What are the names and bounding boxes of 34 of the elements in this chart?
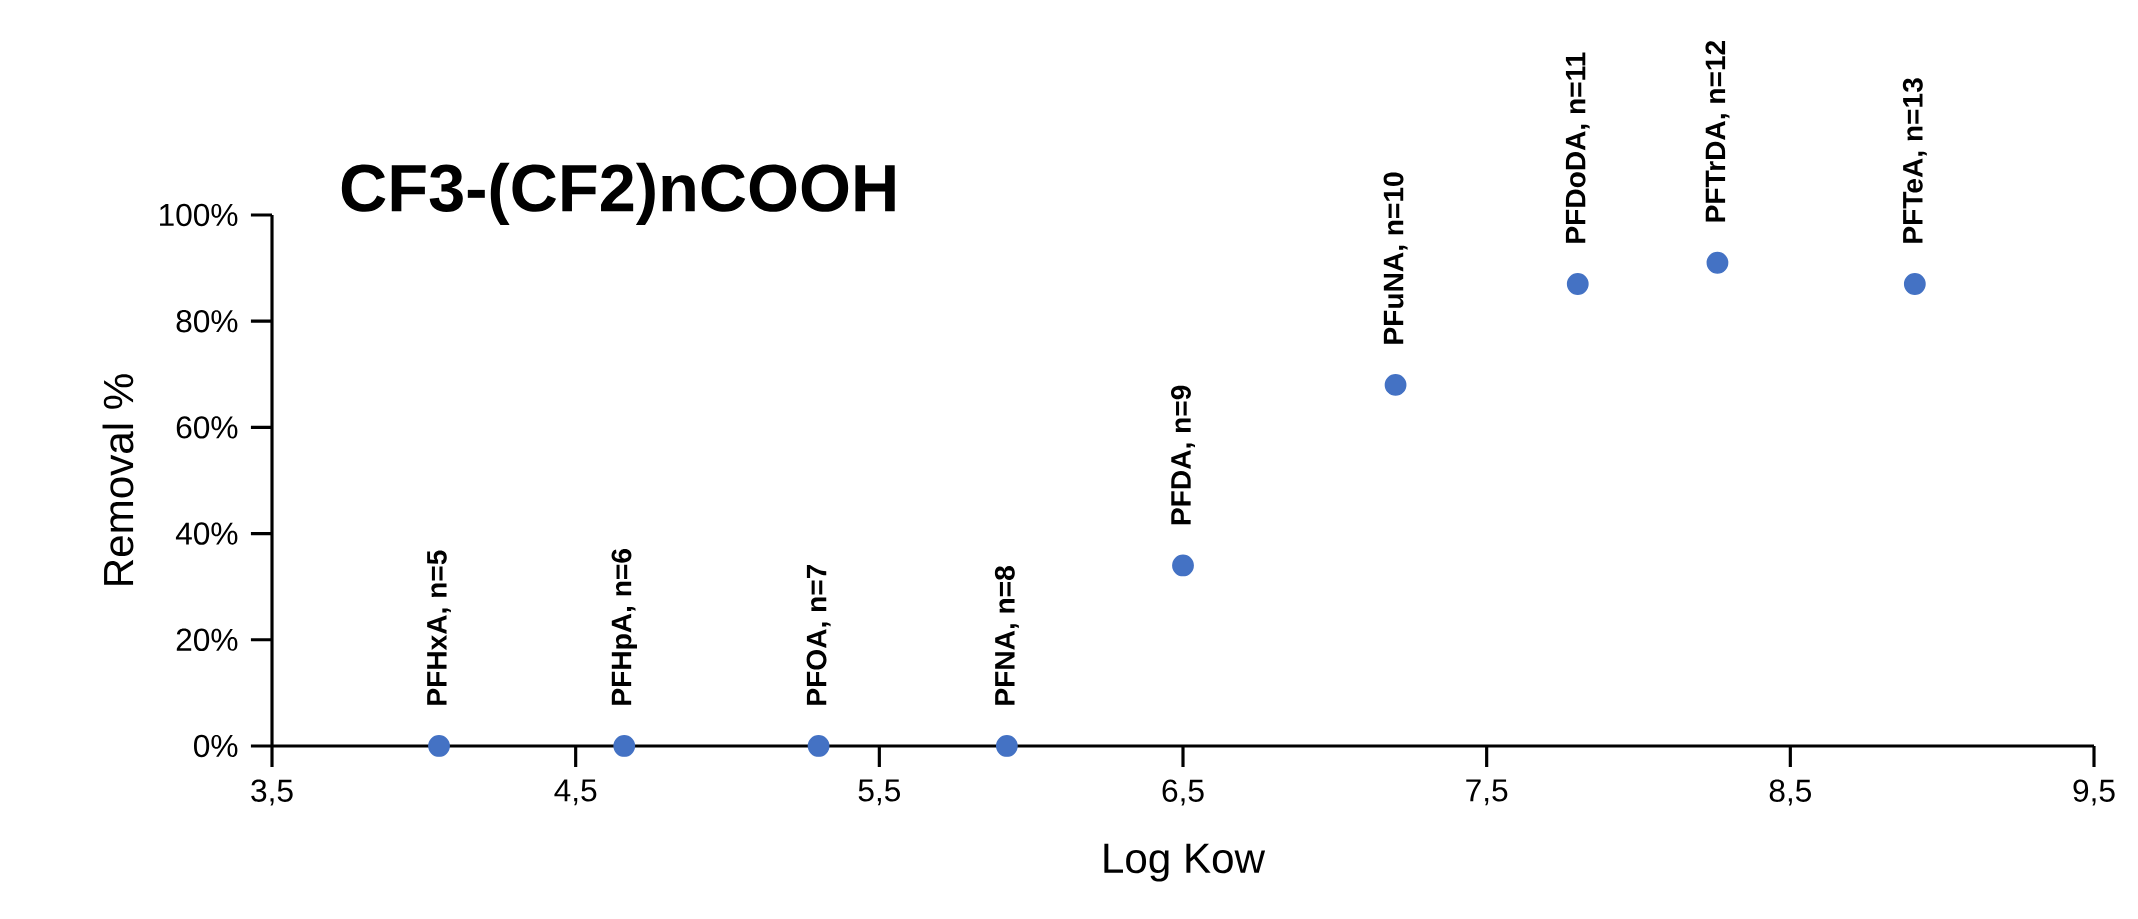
annotation: PFHxA, n=5 [427,550,451,705]
y-tick-label: 0% [194,734,238,758]
annotation: PFOA, n=7 [806,564,831,705]
y-tick-label: 100% [160,203,238,227]
annotation: PFuNA, n=10 [1383,172,1408,344]
point [1566,273,1589,295]
x-tick-label: 8,5 [1769,779,1811,806]
annotation: PFNA, n=8 [994,566,1019,705]
y-tick-label: 40% [175,522,238,545]
point [428,735,450,757]
x-tick-label: 7,5 [1466,779,1508,806]
annotation: PFHpA, n=6 [611,549,637,705]
x-tick-label: 4,5 [554,779,597,806]
y-tick-label: 60% [176,416,238,439]
x-tick-label: 5,5 [858,779,900,806]
annotation: PFTeA, n=13 [1902,78,1927,243]
x-axis-title: Log Kow [1104,843,1266,882]
y-tick-label: 80% [176,309,238,333]
annotation: PFTrDA, n=12 [1705,40,1730,222]
annotation: PFDA, n=9 [1171,385,1195,525]
point [613,735,636,757]
point [1384,374,1407,396]
point [1903,273,1926,295]
x-tick-label: 9,5 [2073,779,2115,806]
annotation: PFDoDA, n=11 [1565,52,1590,243]
y-axis-title: Removal % [102,374,134,585]
point [995,735,1018,757]
chart-title: CF3-(CF2)nCOOH [341,162,895,226]
x-tick-label: 6,5 [1162,779,1204,806]
point [1172,554,1194,577]
x-tick-label: 3,5 [251,779,293,806]
y-tick-label: 20% [176,628,238,652]
point [1706,251,1729,274]
point [807,735,830,757]
